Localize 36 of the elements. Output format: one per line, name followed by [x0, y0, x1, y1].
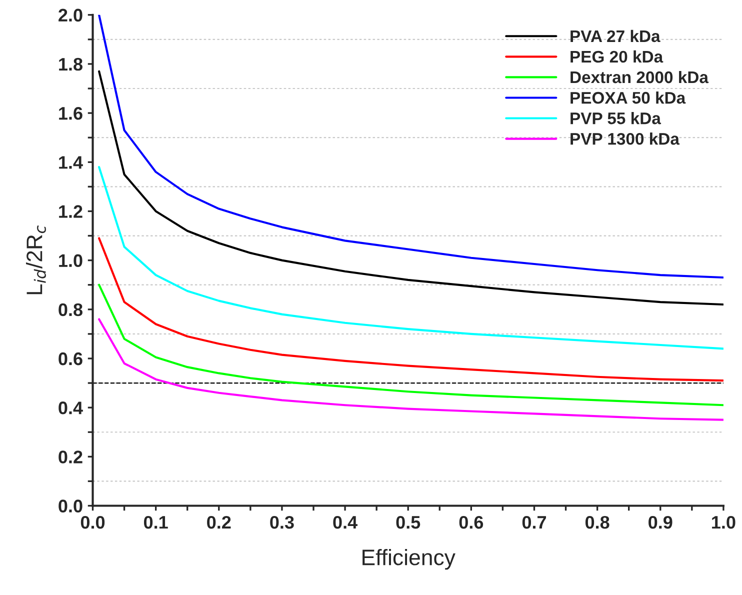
y-tick-label: 0.0 — [58, 500, 82, 512]
y-tick-label: 0.4 — [58, 402, 83, 414]
text: 0.0 — [80, 516, 105, 529]
y-tick-label: 0.2 — [58, 450, 82, 464]
legend-label: PVP 55 kDa — [570, 112, 662, 124]
x-tick-label: 0.1 — [144, 516, 168, 529]
line-series — [98, 284, 724, 406]
line-series — [98, 166, 724, 350]
y-axis-title: L$_{id}$/2R$_{c}$ — [26, 225, 46, 294]
x-tick-label: 0.2 — [207, 516, 231, 529]
line-series — [98, 14, 724, 279]
x-tick-label: 0.4 — [333, 516, 358, 529]
line-series — [98, 318, 724, 421]
legend-label: Dextran 2000 kDa — [570, 70, 709, 84]
line-series — [98, 237, 724, 382]
legend-label: PVP 1300 kDa — [570, 132, 680, 145]
y-tick-label: 1.2 — [59, 205, 82, 218]
x-tick-label: 0.3 — [270, 516, 294, 529]
x-tick-label: 0.8 — [585, 516, 610, 529]
x-tick-label: 0.6 — [459, 516, 484, 529]
legend-label: PVA 27 kDa — [570, 30, 660, 42]
y-tick-label: 1.4 — [59, 156, 83, 169]
y-tick-label: 0.6 — [58, 352, 82, 366]
x-tick-label: 0.5 — [396, 516, 420, 529]
y-tick-label: 1.8 — [59, 58, 82, 71]
line-series — [98, 70, 724, 306]
x-tick-label: 0.9 — [648, 516, 672, 529]
x-tick-label: 0.7 — [522, 516, 546, 529]
x-tick-label: 1.0 — [712, 516, 736, 529]
y-tick-label: 1.6 — [59, 106, 82, 120]
legend-label: PEG 20 kDa — [570, 50, 664, 63]
y-tick-label: 0.8 — [58, 303, 82, 316]
legend-label: PEOXA 50 kDa — [570, 91, 686, 104]
x-axis-title: Efficiency — [362, 548, 456, 570]
y-tick-label: 1.0 — [59, 254, 82, 268]
y-tick-label: 2.0 — [58, 8, 82, 22]
